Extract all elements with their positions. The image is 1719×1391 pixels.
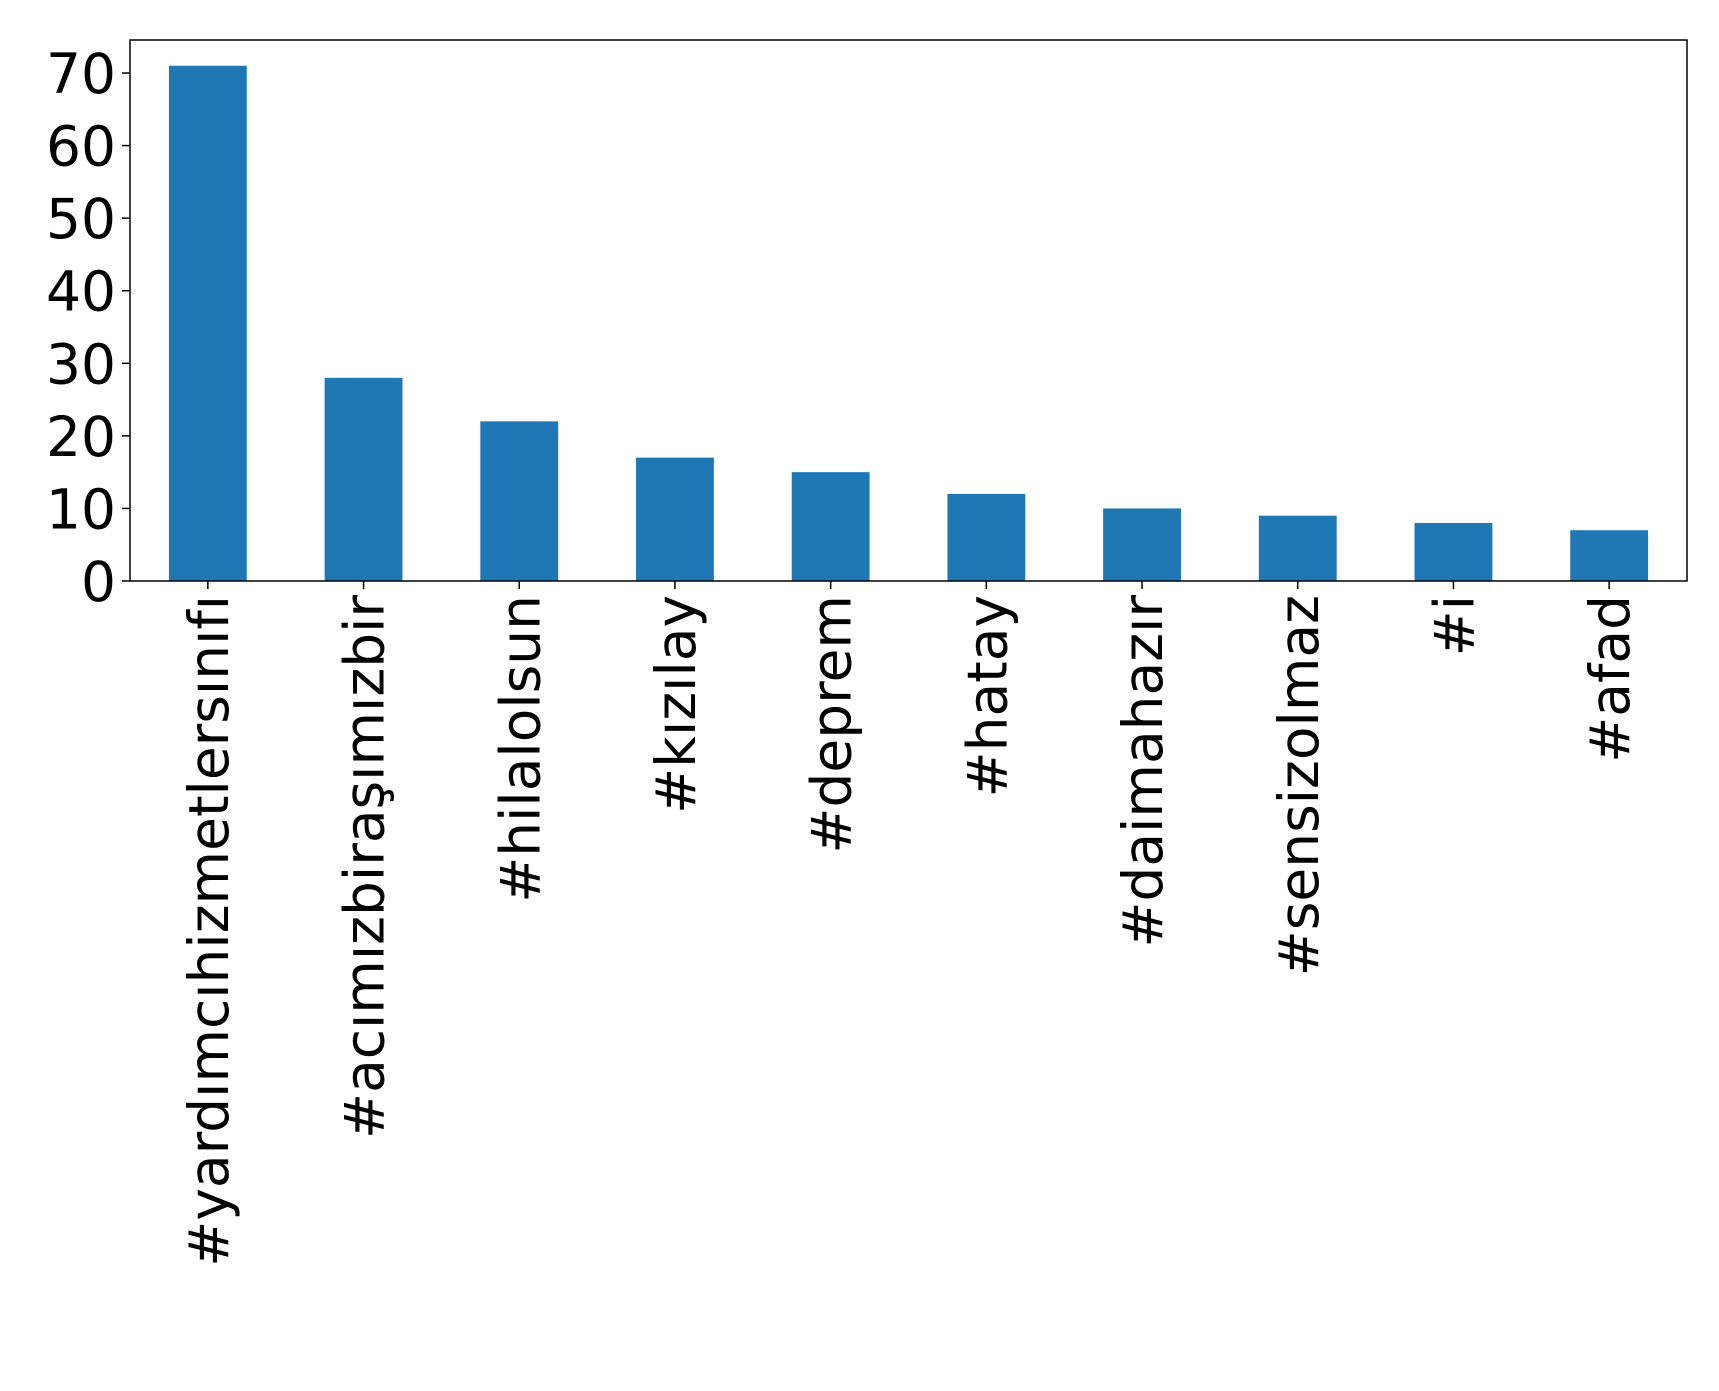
y-tick-label: 40 xyxy=(46,260,116,324)
y-tick-label: 0 xyxy=(81,550,116,614)
bar xyxy=(947,493,1026,581)
y-tick-label: 10 xyxy=(46,477,116,541)
x-tick-label: #acımızbiraşımızbir xyxy=(333,595,397,1139)
bar xyxy=(324,377,403,581)
x-tick-label: #hatay xyxy=(955,595,1019,797)
x-tick-label: #sensizolmaz xyxy=(1267,595,1331,976)
x-tick-label: #deprem xyxy=(800,595,864,854)
y-tick-label: 50 xyxy=(46,187,116,251)
y-tick-label: 60 xyxy=(46,115,116,179)
bar xyxy=(480,421,559,581)
bar xyxy=(1103,508,1181,581)
bar xyxy=(1414,522,1493,581)
x-tick-label: #yardımcıhizmetlersınıfı xyxy=(177,595,241,1267)
x-tick-label: #daimahazır xyxy=(1111,595,1175,948)
x-tick-label: #hilalolsun xyxy=(488,595,552,903)
bar xyxy=(791,472,870,581)
x-tick-label: #kızılay xyxy=(644,595,708,814)
y-tick-label: 20 xyxy=(46,405,116,469)
bar xyxy=(1570,530,1649,581)
y-tick-label: 30 xyxy=(46,332,116,396)
x-tick-label: #i xyxy=(1422,595,1486,656)
plot-frame xyxy=(129,39,1688,582)
bar xyxy=(1258,515,1337,581)
bar xyxy=(168,65,247,581)
y-tick-label: 70 xyxy=(46,42,116,106)
bar xyxy=(636,457,714,581)
x-tick-label: #afad xyxy=(1578,595,1642,763)
